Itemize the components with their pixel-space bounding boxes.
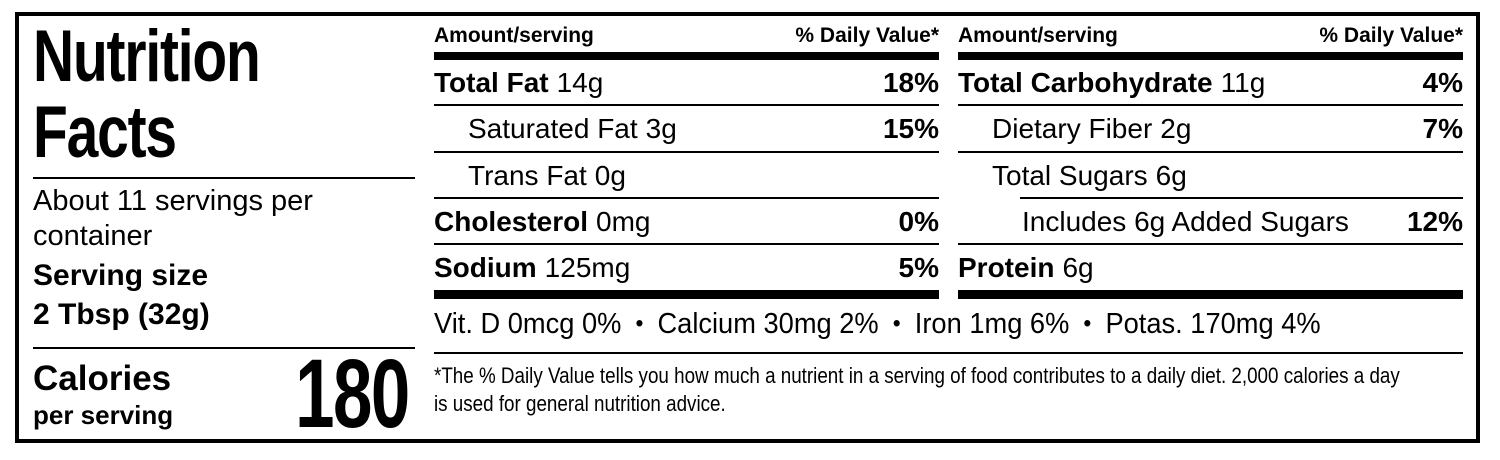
nutrient-row-total-sugars: Total Sugars 6g <box>958 153 1463 197</box>
daily-value-footnote: *The % Daily Value tells you how much a … <box>434 362 1400 417</box>
nutrient-name: Total Fat 14g <box>434 67 604 98</box>
calories-label: Calories <box>33 359 172 399</box>
calories-divider <box>33 347 415 350</box>
nutrient-row-trans-fat: Trans Fat 0g <box>434 153 939 200</box>
daily-value-header: % Daily Value* <box>795 24 939 47</box>
nutrient-row-protein: Protein 6g <box>958 245 1463 299</box>
iron-value: Iron 1mg 6% <box>914 307 1070 340</box>
amount-per-serving-header: Amount/serving <box>958 24 1118 47</box>
serving-size-label: Serving size <box>33 258 209 292</box>
nutrient-row-saturated-fat: Saturated Fat 3g 15% <box>434 106 939 153</box>
nutrient-name: Protein 6g <box>958 252 1094 284</box>
nutrient-name: Total Carbohydrate 11g <box>958 67 1266 98</box>
nutrition-facts-label: Nutrition Facts About 11 servings per co… <box>15 12 1480 443</box>
bullet-separator: • <box>892 309 901 337</box>
nutrient-column-carbs-protein: Amount/serving % Daily Value* Total Carb… <box>958 23 1463 299</box>
daily-value: 7% <box>1422 113 1463 145</box>
vitamin-d-value: Vit. D 0mcg 0% <box>434 307 622 340</box>
calories-labels: Calories per serving <box>33 361 173 431</box>
daily-value-header: % Daily Value* <box>1319 24 1463 47</box>
nutrient-row-dietary-fiber: Dietary Fiber 2g 7% <box>958 106 1463 153</box>
calories-value: 180 <box>295 339 410 449</box>
daily-value: 0% <box>898 206 939 238</box>
title-divider <box>33 176 415 179</box>
summary-panel: Nutrition Facts About 11 servings per co… <box>33 19 415 449</box>
nutrient-row-cholesterol: Cholesterol 0mg 0% <box>434 199 939 246</box>
bullet-separator: • <box>635 309 644 337</box>
calories-sublabel: per serving <box>33 400 174 431</box>
nutrient-name: Dietary Fiber 2g <box>992 113 1192 145</box>
label-title: Nutrition Facts <box>33 16 261 173</box>
calories-block: Calories per serving 180 <box>33 339 415 449</box>
footnote-section: *The % Daily Value tells you how much a … <box>434 354 1463 431</box>
amount-per-serving-header: Amount/serving <box>434 24 594 47</box>
calcium-value: Calcium 30mg 2% <box>657 307 879 340</box>
nutrient-name: Saturated Fat 3g <box>468 113 677 145</box>
nutrient-name: Sodium 125mg <box>434 252 631 284</box>
nutrient-row-added-sugars: Includes 6g Added Sugars 12% <box>958 199 1463 246</box>
nutrient-name: Total Sugars 6g <box>992 159 1187 191</box>
column-header: Amount/serving % Daily Value* <box>434 23 939 60</box>
daily-value: 4% <box>1422 67 1463 98</box>
nutrient-name: Includes 6g Added Sugars <box>1022 206 1349 238</box>
daily-value: 18% <box>882 67 939 98</box>
nutrient-row-sodium: Sodium 125mg 5% <box>434 245 939 299</box>
potassium-value: Potas. 170mg 4% <box>1105 307 1321 340</box>
nutrient-name: Trans Fat 0g <box>468 159 626 191</box>
column-header: Amount/serving % Daily Value* <box>958 23 1463 60</box>
micronutrients-row: Vit. D 0mcg 0% • Calcium 30mg 2% • Iron … <box>434 299 1463 354</box>
indented-divider <box>1020 197 1463 200</box>
serving-size-value: 2 Tbsp (32g) <box>33 298 210 332</box>
servings-per-container: About 11 servings per container <box>33 184 313 252</box>
nutrient-row-total-fat: Total Fat 14g 18% <box>434 60 939 107</box>
daily-value: 12% <box>1406 206 1463 238</box>
daily-value: 15% <box>882 113 939 145</box>
nutrient-name: Cholesterol 0mg <box>434 206 651 238</box>
bullet-separator: • <box>1083 309 1092 337</box>
nutrient-row-total-carbohydrate: Total Carbohydrate 11g 4% <box>958 60 1463 107</box>
daily-value: 5% <box>898 252 939 284</box>
nutrient-column-fats: Amount/serving % Daily Value* Total Fat 1… <box>434 23 939 299</box>
